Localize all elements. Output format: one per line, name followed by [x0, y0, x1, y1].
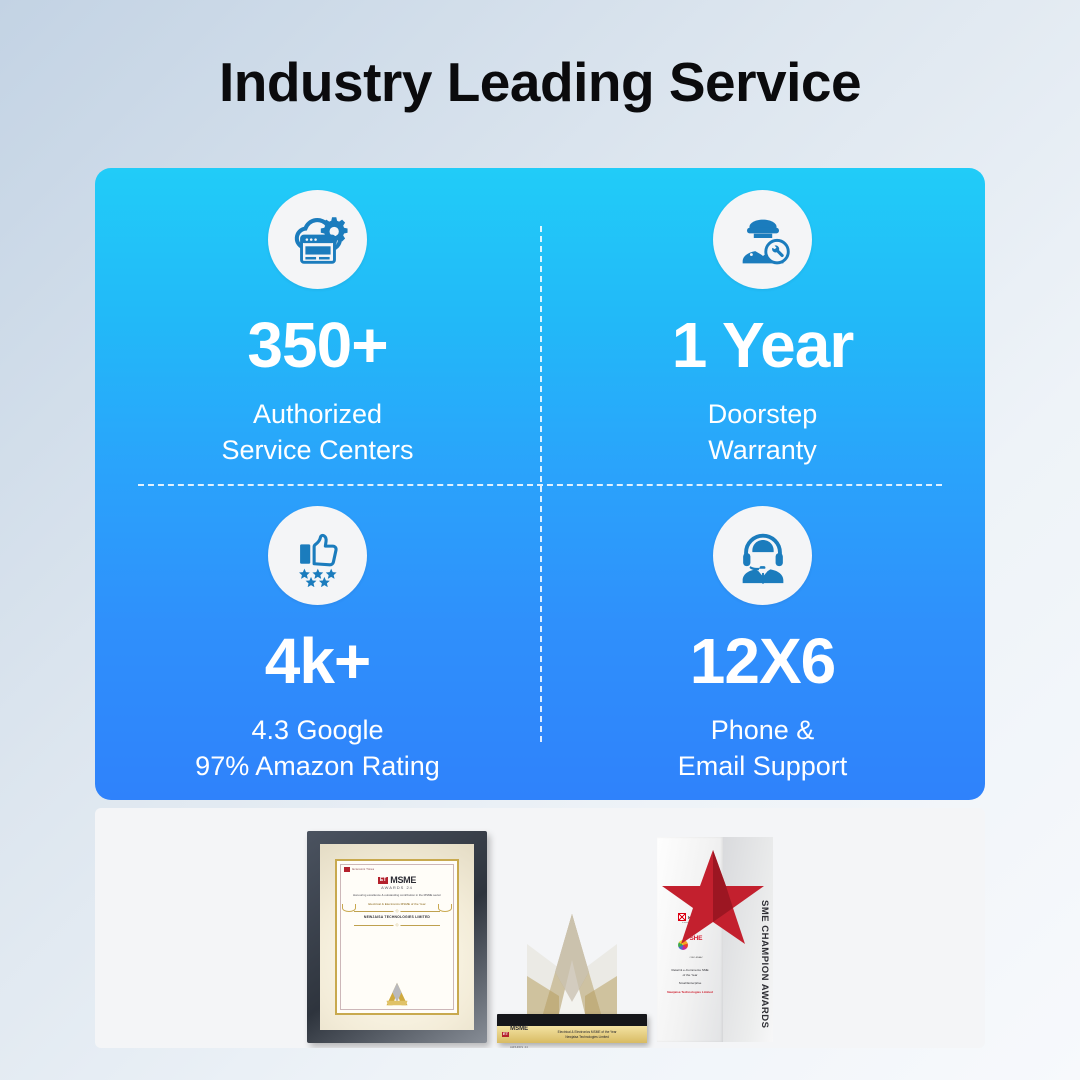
award-year: AWARDS 24: [381, 884, 413, 890]
award-year: AWARDS 24: [510, 1045, 529, 1048]
stat-value: 350+: [247, 309, 388, 381]
stat-description-line2: Warranty: [708, 434, 817, 465]
certificate-divider-2: [353, 924, 441, 929]
certificate-publisher-label: Economic Times: [352, 867, 375, 871]
star-trophy-category-line2: of the Year: [682, 972, 698, 977]
sponsor-secondary-sublabel: CNBC AWAAZ: [689, 957, 703, 959]
headset-support-agent-icon: [713, 506, 812, 605]
award-star-trophy: HSBC in association with SHE CNBC AWAAZ …: [657, 837, 773, 1042]
crystal-trophy-plate: ET MSME AWARDS 24 Electrical & Electroni…: [497, 1026, 647, 1048]
crystal-trophy-base: ET MSME AWARDS 24 Electrical & Electroni…: [497, 1014, 647, 1048]
stat-description-line1: Authorized: [252, 399, 383, 429]
stats-card: 350+ Authorized Service Centers: [95, 168, 985, 800]
stat-value: 12X6: [689, 625, 836, 697]
crystal-trophy-body: [497, 910, 647, 1014]
stat-description: Authorized Service Centers: [221, 397, 413, 469]
award-crystal-trophy: ET MSME AWARDS 24 Electrical & Electroni…: [497, 910, 647, 1048]
stat-value: 1 Year: [671, 309, 854, 381]
technician-wrench-icon: [713, 190, 812, 289]
certificate-divider: [353, 910, 441, 915]
cloud-gear-browser-icon: [268, 190, 367, 289]
stat-ratings: 4k+ 4.3 Google 97% Amazon Rating: [95, 484, 540, 800]
stat-service-centers: 350+ Authorized Service Centers: [95, 168, 540, 484]
star-trophy-body: HSBC in association with SHE CNBC AWAAZ …: [657, 837, 773, 1042]
stat-description: 4.3 Google 97% Amazon Rating: [195, 713, 440, 785]
stat-description: Doorstep Warranty: [708, 397, 818, 469]
certificate-paper: Economic Times ET MSME AWARDS 24 Honouri…: [335, 858, 459, 1016]
msme-awards-emblem: [386, 982, 408, 1006]
et-badge: ET: [377, 876, 389, 884]
stat-description-line2: Email Support: [677, 750, 848, 781]
crystal-trophy-logo: ET MSME AWARDS 24: [502, 1017, 528, 1048]
stats-grid: 350+ Authorized Service Centers: [95, 168, 985, 800]
certificate-publisher: Economic Times: [344, 866, 375, 872]
certificate-company: NEWJAISA TECHNOLOGIES LIMITED: [363, 914, 431, 919]
stat-description-line2: Service Centers: [221, 434, 414, 465]
awards-strip: Economic Times ET MSME AWARDS 24 Honouri…: [95, 808, 985, 1048]
cnbc-peacock-icon: [677, 940, 688, 950]
star-trophy-winner: Newjaisa Technologies Limited: [667, 989, 713, 994]
stat-description-line2: 97% Amazon Rating: [195, 750, 440, 781]
sponsor-secondary-label: SHE: [689, 935, 703, 942]
stat-description: Phone & Email Support: [678, 713, 848, 785]
page-title: Industry Leading Service: [218, 51, 862, 113]
certificate-category: Electrical & Electronics MSME of the Yea…: [341, 902, 453, 912]
certificate-tagline: Honouring excellence & outstanding contr…: [352, 892, 442, 897]
stat-description-line1: Phone &: [710, 715, 815, 745]
stat-value: 4k+: [264, 625, 372, 697]
certificate-award-logo: ET MSME: [377, 874, 417, 885]
crystal-trophy-category: Electrical & Electronics MSME of the Yea…: [557, 1029, 617, 1034]
stat-description-line1: Doorstep: [707, 399, 818, 429]
et-badge: ET: [502, 1031, 510, 1037]
hsbc-hexagon-icon: [678, 913, 687, 921]
award-name: MSME: [390, 874, 417, 885]
star-trophy-title: SME CHAMPION AWARDS: [758, 899, 770, 1028]
stat-doorstep-warranty: 1 Year Doorstep Warranty: [540, 168, 985, 484]
crystal-trophy-inscription: Electrical & Electronics MSME of the Yea…: [532, 1030, 642, 1040]
stat-support-hours: 12X6 Phone & Email Support: [540, 484, 985, 800]
award-name: MSME: [510, 1025, 529, 1032]
red-star-icon: [662, 850, 764, 944]
et-square-mark: [344, 866, 351, 872]
star-trophy-side-face: SME CHAMPION AWARDS: [723, 837, 773, 1042]
crystal-trophy-winner: Newjaisa Technologies Limited: [565, 1034, 609, 1039]
award-framed-certificate: Economic Times ET MSME AWARDS 24 Honouri…: [307, 831, 487, 1043]
certificate-mat: Economic Times ET MSME AWARDS 24 Honouri…: [320, 844, 474, 1030]
star-trophy-category-line1: Retail & e-Commerce SME: [671, 968, 709, 972]
stat-description-line1: 4.3 Google: [251, 715, 384, 745]
thumbs-up-stars-icon: [268, 506, 367, 605]
star-trophy-category: Retail & e-Commerce SME of the Year: [660, 968, 719, 977]
star-trophy-segment: Small Enterprise: [678, 981, 702, 986]
sponsor-she-logo: SHE CNBC AWAAZ: [677, 927, 703, 963]
